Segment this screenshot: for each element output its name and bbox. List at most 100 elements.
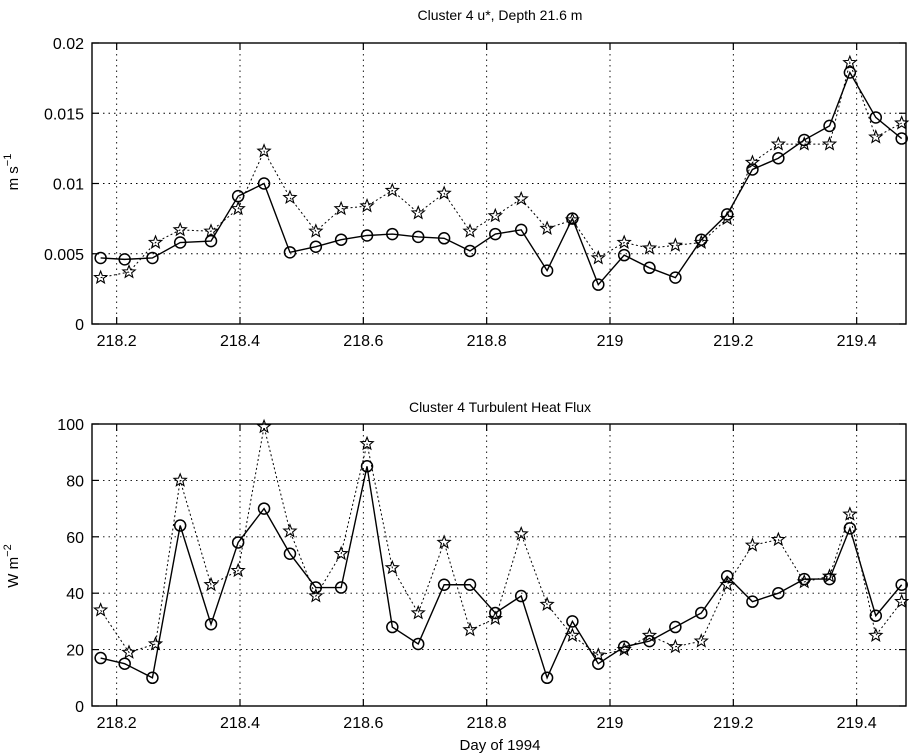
top-star-point-29 [842,54,858,70]
top-circle-point-9 [334,233,348,246]
top-x-tick-label-2: 218.6 [343,333,383,350]
top-circle-point-27 [798,133,811,147]
bottom-circle-point-21 [643,634,656,648]
top-star-point-19 [590,249,606,265]
bottom-y-tick-label-0: 0 [75,699,84,716]
bottom-plot-frame [91,423,907,707]
bottom-star-point-0 [93,602,109,617]
bottom-star-point-1 [121,644,137,659]
bottom-circle-point-2 [146,671,159,685]
top-y-tick-label-2: 0.01 [53,177,84,194]
top-x-tick-label-4: 219 [597,333,624,350]
bottom-star-point-4 [203,576,219,592]
bottom-circle-point-9 [334,581,348,594]
top-star-point-4 [203,223,219,238]
top-circle-point-20 [617,248,631,262]
top-circle-point-22 [669,271,682,284]
bottom-ylabel-exp: −2 [2,544,14,557]
top-x-tick-label-3: 218.8 [467,333,507,350]
bottom-star-point-19 [590,647,606,662]
top-circle-point-4 [204,234,218,248]
top-circle-point-14 [463,244,477,258]
bottom-circle-point-16 [514,589,528,603]
bottom-circle-point-14 [463,578,477,591]
top-star-point-2 [147,234,164,249]
top-y-tick-label-0: 0 [75,317,84,334]
top-star-point-16 [513,190,529,206]
top-circle-point-19 [592,278,605,291]
bottom-circle-point-26 [772,586,785,600]
top-circle-point-30 [869,111,883,124]
bottom-star-point-5 [230,562,246,578]
top-star-point-18 [564,212,581,227]
top-star-point-7 [282,189,298,205]
bottom-star-point-2 [147,635,164,651]
top-circle-point-11 [386,227,399,241]
bottom-y-tick-label-5: 100 [57,417,84,434]
top-y-tick-label-1: 0.005 [44,247,84,264]
bottom-star-point-7 [282,523,298,538]
bottom-star-point-21 [641,627,658,642]
bottom-y-tick-label-1: 20 [66,643,84,660]
top-x-tick-label-6: 219.4 [837,333,877,350]
bottom-circle-point-0 [94,651,107,665]
top-circle-point-7 [283,246,297,259]
top-circle-point-13 [437,232,451,245]
top-star-series-line [100,60,902,279]
top-star-point-8 [308,223,324,238]
top-ylabel-exp: −1 [2,154,14,167]
bottom-star-point-28 [821,568,838,583]
top-star-point-23 [693,234,709,249]
top-star-point-24 [719,210,735,226]
bottom-star-point-27 [796,573,812,589]
bottom-star-point-31 [894,593,910,609]
bottom-star-point-25 [744,537,761,552]
bottom-star-point-3 [172,472,188,487]
bottom-x-tick-label-0: 218.2 [97,715,137,732]
panel-top: Cluster 4 u*, Depth 21.6 m m s−1 218.2 21… [2,7,910,350]
top-y-axis-label: m s−1 [2,154,22,191]
top-x-tick-label-0: 218.2 [97,333,137,350]
bottom-circle-point-30 [869,609,883,623]
top-series-star [93,54,910,285]
top-star-point-27 [796,136,812,151]
top-x-tick-label-1: 218.4 [220,333,260,350]
bottom-star-point-11 [384,559,400,575]
bottom-circle-point-6 [257,502,271,515]
top-circle-point-0 [94,251,107,265]
bottom-y-tick-label-4: 80 [66,473,84,490]
top-star-point-10 [359,197,375,213]
top-circle-point-31 [895,132,908,145]
top-circle-point-26 [772,151,785,165]
top-circle-point-17 [540,264,554,277]
bottom-circle-point-11 [386,620,399,634]
bottom-star-point-29 [842,506,858,521]
bottom-star-point-26 [770,531,786,547]
top-star-point-6 [256,143,272,158]
top-star-point-9 [333,200,349,216]
bottom-star-point-18 [564,627,581,642]
top-star-point-31 [894,115,910,130]
bottom-circle-point-31 [895,578,908,591]
bottom-star-point-16 [513,525,529,541]
bottom-circle-point-22 [669,620,682,634]
top-circle-point-15 [489,227,502,241]
bottom-series-circle [94,460,908,685]
top-star-point-3 [172,221,188,237]
bottom-x-tick-label-4: 219 [597,715,624,732]
bottom-circle-series-line [100,466,903,680]
top-x-tick-label-5: 219.2 [713,333,753,350]
top-circle-series-line [100,70,903,286]
bottom-circle-point-7 [283,547,297,560]
top-star-point-1 [121,263,137,279]
top-star-point-15 [487,207,503,223]
bottom-star-point-9 [333,545,349,561]
bottom-ylabel-base: W m [5,557,22,588]
top-circle-point-10 [360,229,374,242]
top-star-point-25 [744,154,761,169]
bottom-y-tick-label-2: 40 [66,586,84,603]
bottom-circle-point-25 [746,595,759,608]
bottom-circle-point-13 [437,578,451,591]
bottom-star-point-15 [487,610,503,626]
